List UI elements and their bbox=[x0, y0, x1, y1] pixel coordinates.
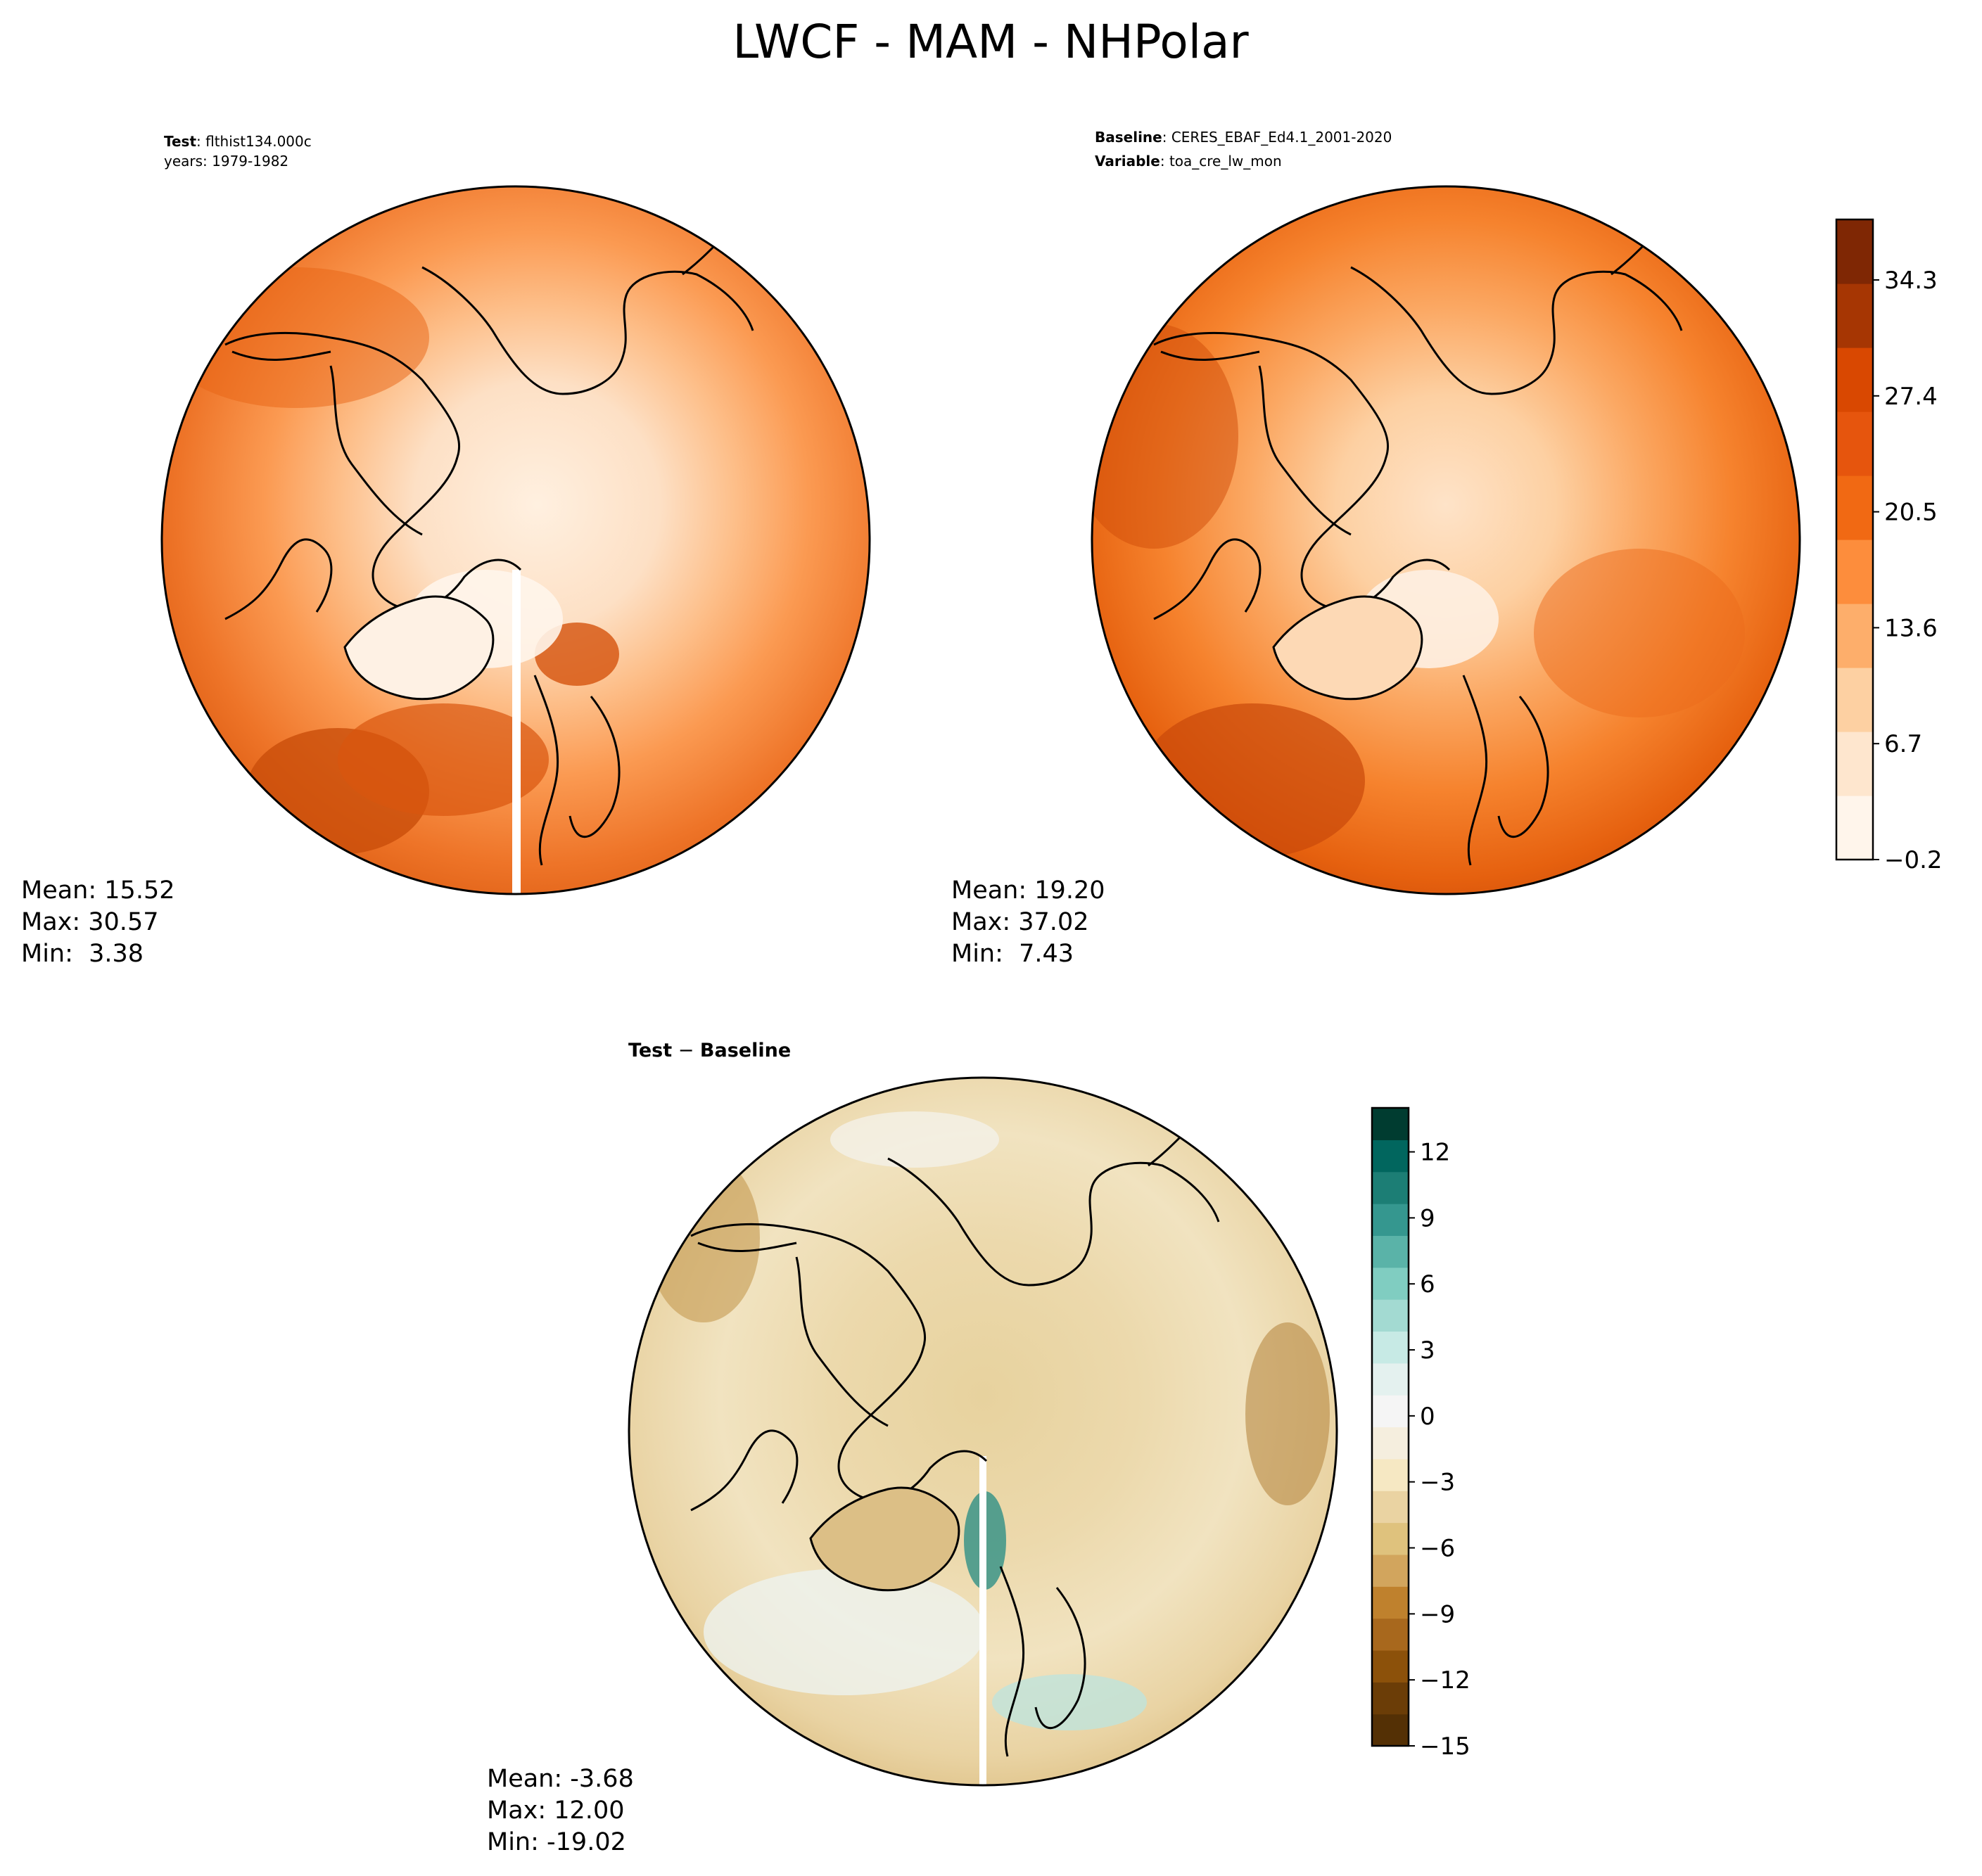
colorbar-top-tick-label: 27.4 bbox=[1884, 383, 1938, 411]
test-stat-max: Max: 30.57 bbox=[21, 908, 158, 936]
baseline-panel: Baseline: CERES_EBAF_Ed4.1_2001-2020 Var… bbox=[951, 129, 1801, 968]
colorbar-diff-segment bbox=[1372, 1108, 1409, 1140]
baseline-map bbox=[1092, 186, 1800, 894]
colorbar-diff-segment bbox=[1372, 1586, 1409, 1619]
colorbar-top-tick-label: −0.2 bbox=[1884, 846, 1943, 874]
colorbar-top-segment bbox=[1836, 347, 1873, 412]
colorbar-diff-tick-label: −15 bbox=[1420, 1733, 1470, 1761]
colorbar-diff-tick-label: 12 bbox=[1420, 1139, 1450, 1167]
colorbar-diff-frame bbox=[1371, 1106, 1410, 1747]
baseline-header-label: Baseline bbox=[1095, 129, 1162, 146]
colorbar-top-segment bbox=[1836, 411, 1873, 476]
diff-map-boundary bbox=[628, 1076, 1338, 1787]
test-map-boundary bbox=[160, 185, 871, 895]
test-panel: Test: flthist134.000c years: 1979-1982 M… bbox=[21, 133, 871, 968]
diff-stat-max: Max: 12.00 bbox=[487, 1797, 624, 1825]
baseline-header-source: : CERES_EBAF_Ed4.1_2001-2020 bbox=[1162, 129, 1392, 146]
baseline-stat-max: Max: 37.02 bbox=[951, 908, 1088, 936]
colorbar-diff-tick-label: −6 bbox=[1420, 1535, 1455, 1563]
colorbar-diff-segment bbox=[1372, 1714, 1409, 1747]
colorbar-diff-segment bbox=[1372, 1299, 1409, 1332]
colorbar-diff-segment bbox=[1372, 1458, 1409, 1491]
colorbar-diff-segment bbox=[1372, 1427, 1409, 1460]
test-header-years: years: 1979-1982 bbox=[164, 153, 288, 170]
colorbar-top-segment bbox=[1836, 476, 1873, 540]
colorbar-diff-segment bbox=[1372, 1395, 1409, 1428]
test-header-line1: Test: flthist134.000c bbox=[164, 133, 312, 150]
colorbar-top-segment bbox=[1836, 540, 1873, 604]
colorbar-diff-segment bbox=[1372, 1554, 1409, 1587]
figure-title: LWCF - MAM - NHPolar bbox=[732, 15, 1249, 69]
colorbar-top-tick-label: 20.5 bbox=[1884, 499, 1938, 527]
baseline-map-boundary bbox=[1091, 185, 1801, 895]
colorbar-diff-tick-label: −12 bbox=[1420, 1666, 1470, 1695]
colorbar-diff-segment bbox=[1372, 1491, 1409, 1524]
colorbar-diff-segment bbox=[1372, 1171, 1409, 1204]
colorbar-diff-segment bbox=[1372, 1618, 1409, 1651]
test-stat-mean: Mean: 15.52 bbox=[21, 876, 174, 905]
diff-panel: Test − Baseline Mean: -3.68 Max: 12.00 M… bbox=[487, 1040, 1338, 1856]
baseline-variable-label: Variable bbox=[1095, 153, 1160, 170]
test-stat-min: Min: 3.38 bbox=[21, 940, 144, 968]
diff-stat-min: Min: -19.02 bbox=[487, 1828, 626, 1856]
colorbar-diff-segment bbox=[1372, 1650, 1409, 1683]
diff-stat-mean: Mean: -3.68 bbox=[487, 1765, 634, 1793]
colorbar-top-tick-label: 6.7 bbox=[1884, 730, 1922, 758]
diff-title-separator: − bbox=[672, 1040, 700, 1061]
colorbar-diff-segment bbox=[1372, 1682, 1409, 1715]
baseline-variable-name: : toa_cre_lw_mon bbox=[1160, 153, 1282, 170]
colorbar-top-tick-label: 13.6 bbox=[1884, 614, 1938, 642]
diff-title-baseline: Baseline bbox=[700, 1040, 791, 1061]
diff-title-test: Test bbox=[628, 1040, 672, 1061]
baseline-stat-mean: Mean: 19.20 bbox=[951, 876, 1105, 905]
colorbar-diff-tick-label: 9 bbox=[1420, 1204, 1435, 1232]
colorbar-diff-segment bbox=[1372, 1331, 1409, 1364]
colorbar-diff-tick-label: 3 bbox=[1420, 1336, 1435, 1365]
colorbar-top-tick-label: 34.3 bbox=[1884, 267, 1938, 295]
colorbar-top-frame bbox=[1835, 218, 1874, 861]
colorbar-diff-segment bbox=[1372, 1235, 1409, 1268]
test-header-case: : flthist134.000c bbox=[196, 133, 312, 150]
colorbar-top-segment bbox=[1836, 283, 1873, 348]
colorbar-diff-tick-label: −3 bbox=[1420, 1469, 1455, 1497]
colorbar-top-segment bbox=[1836, 732, 1873, 796]
baseline-header-line2: Variable: toa_cre_lw_mon bbox=[1095, 153, 1282, 170]
colorbar-top: −0.2 6.7 13.6 20.5 27.4 34.3 bbox=[1835, 218, 1943, 874]
baseline-header-line1: Baseline: CERES_EBAF_Ed4.1_2001-2020 bbox=[1095, 129, 1392, 146]
colorbar-diff-segment bbox=[1372, 1140, 1409, 1173]
colorbar-diff-segment bbox=[1372, 1204, 1409, 1236]
colorbar-diff-tick-label: 0 bbox=[1420, 1403, 1435, 1431]
colorbar-top-segment bbox=[1836, 604, 1873, 668]
test-header-label: Test bbox=[164, 133, 196, 150]
colorbar-top-segment bbox=[1836, 668, 1873, 732]
colorbar-diff-tick-label: −9 bbox=[1420, 1600, 1455, 1628]
diff-title: Test − Baseline bbox=[628, 1040, 791, 1061]
baseline-stat-min: Min: 7.43 bbox=[951, 940, 1074, 968]
colorbar-top-segment bbox=[1836, 219, 1873, 284]
colorbar-diff-segment bbox=[1372, 1267, 1409, 1300]
colorbar-diff: −15 −12 −9 −6 −3 0 3 6 9 12 bbox=[1371, 1106, 1470, 1761]
colorbar-diff-segment bbox=[1372, 1363, 1409, 1396]
colorbar-diff-tick-label: 6 bbox=[1420, 1270, 1435, 1298]
colorbar-diff-segment bbox=[1372, 1522, 1409, 1555]
colorbar-top-segment bbox=[1836, 796, 1873, 860]
